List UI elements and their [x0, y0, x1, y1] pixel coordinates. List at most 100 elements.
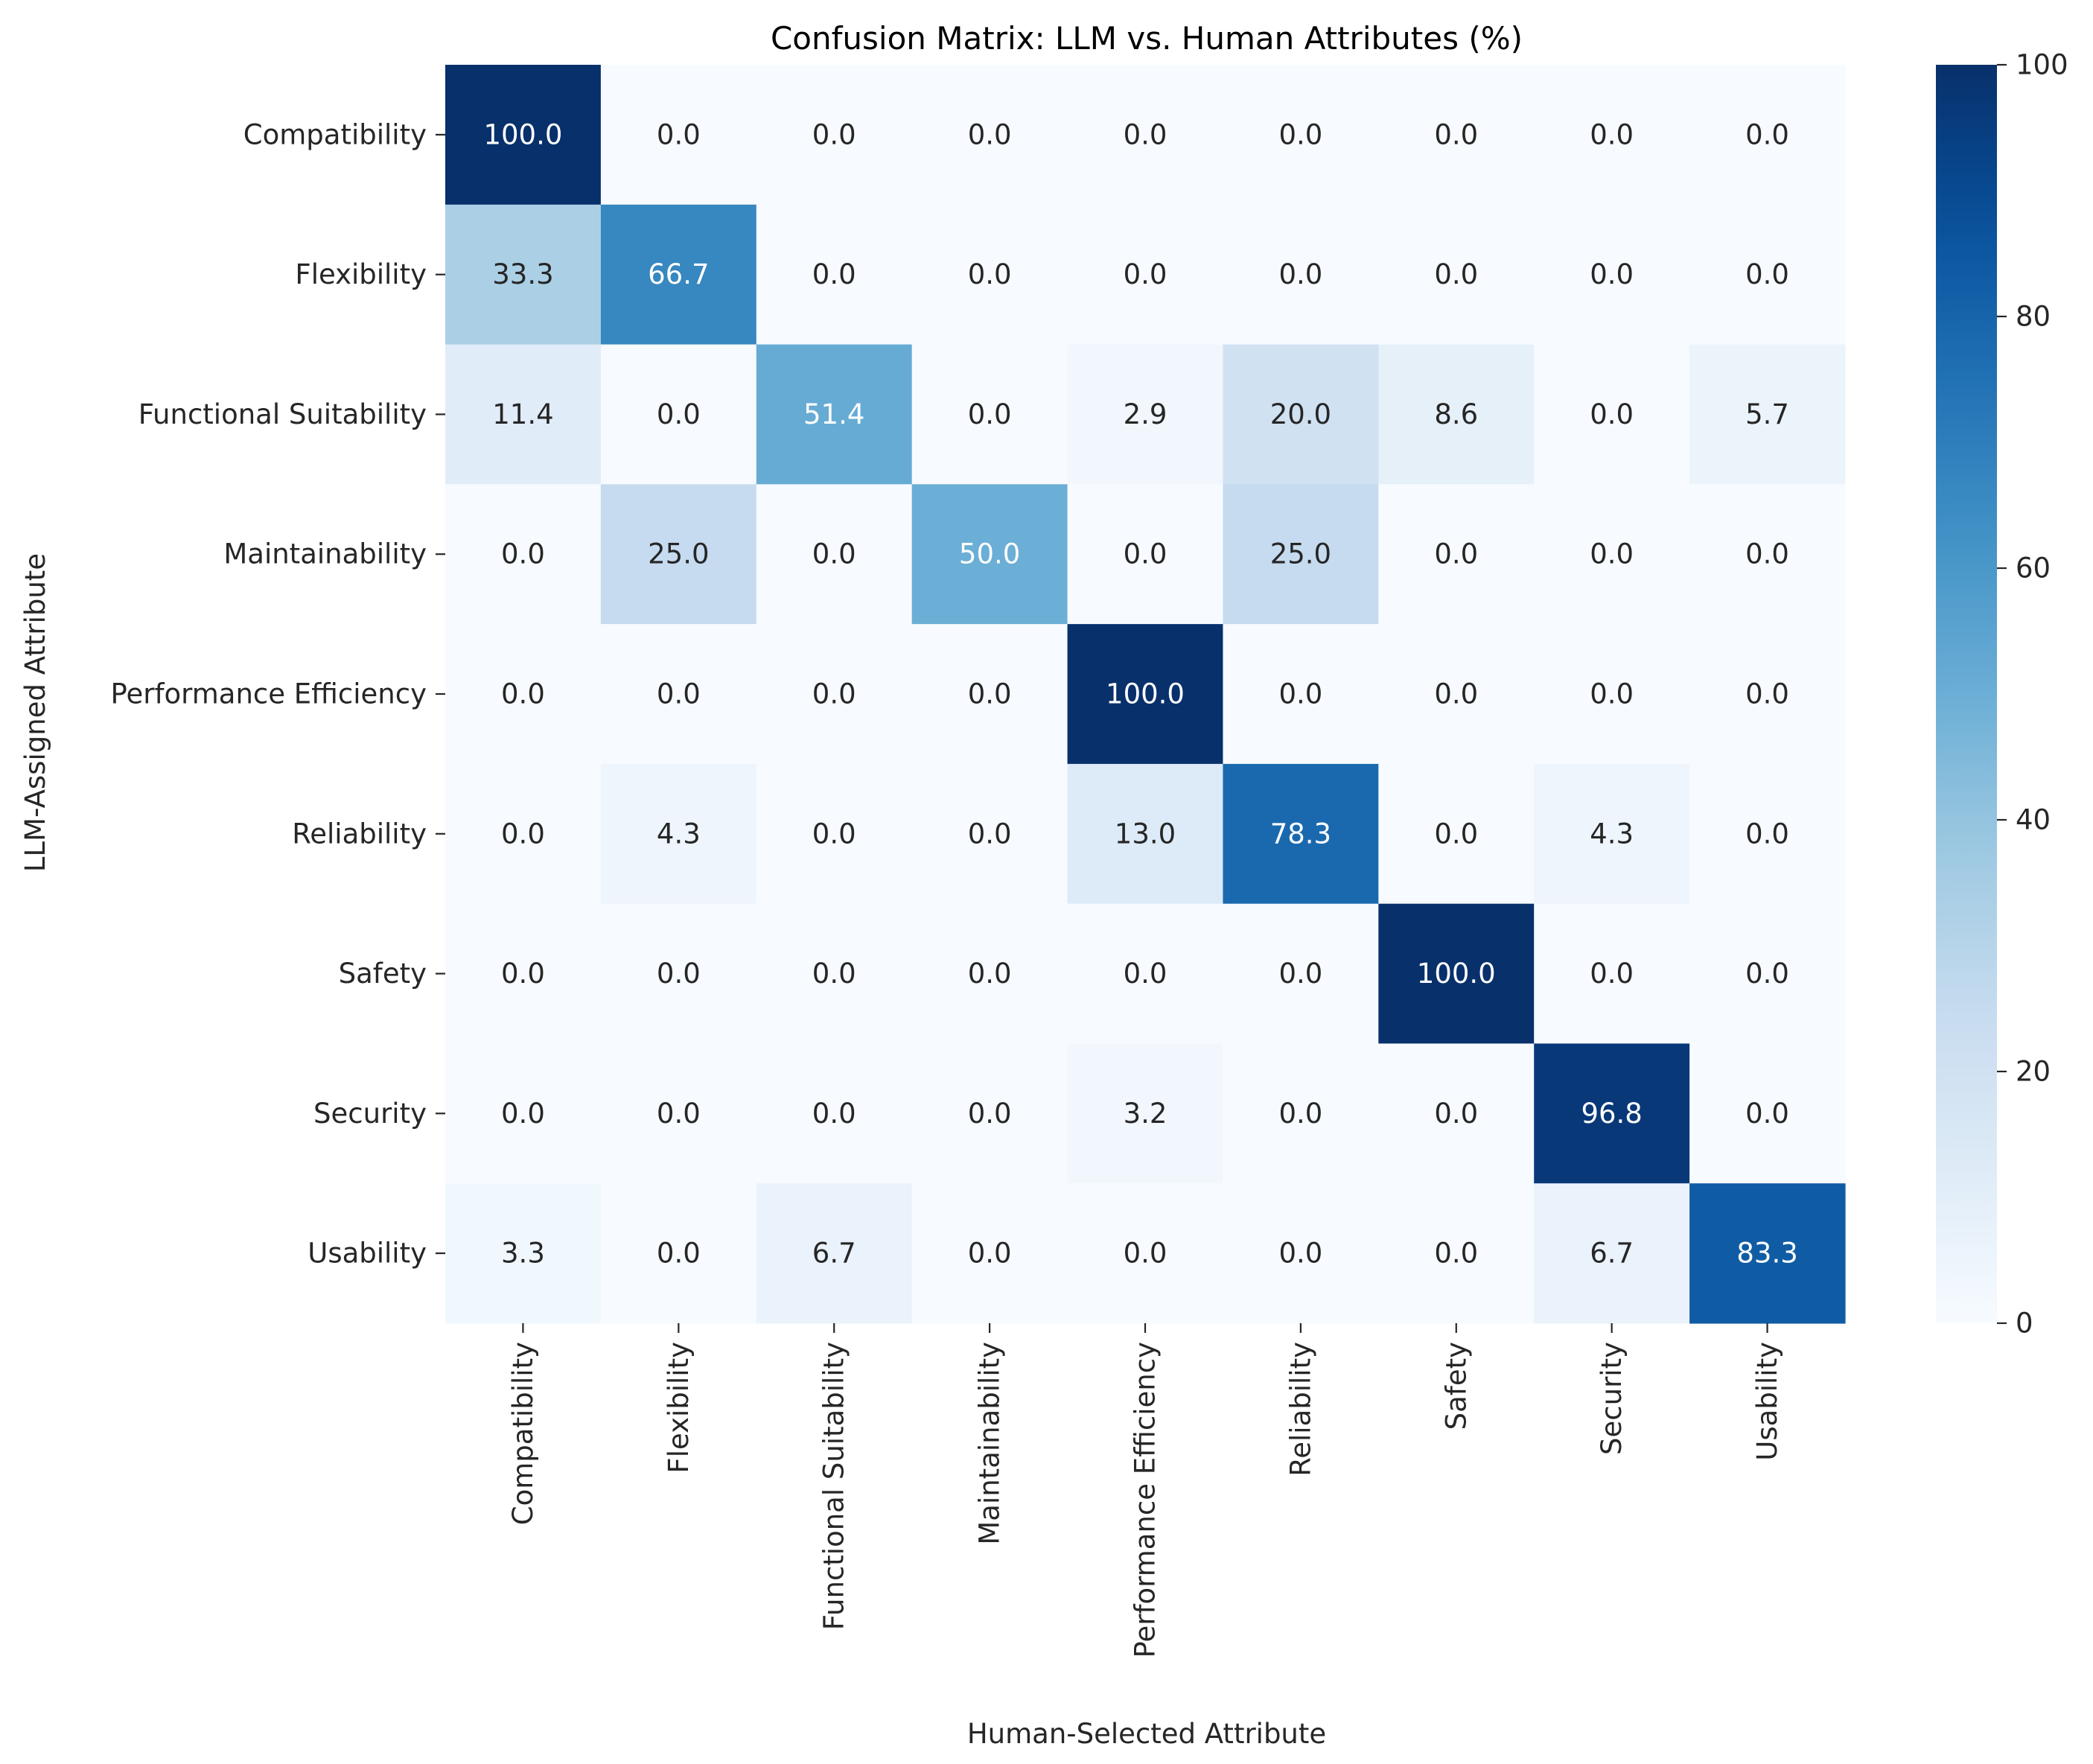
- heatmap-cell-functional-suitability-maintainability: [911, 344, 1068, 485]
- cell-value-label: 0.0: [1434, 258, 1478, 290]
- cell-value-label: 0.0: [1278, 1098, 1322, 1130]
- y-axis: Compatibility Flexibility Functional Suita…: [111, 118, 445, 1270]
- heatmap-cell-maintainability-maintainability: [911, 484, 1068, 625]
- cell-value-label: 0.0: [1590, 118, 1634, 150]
- heatmap-cell-safety-performance-efficiency: [1067, 903, 1224, 1045]
- heatmap-cell-performance-efficiency-reliability: [1223, 624, 1379, 765]
- cell-value-label: 0.0: [657, 1238, 701, 1270]
- cell-value-label: 6.7: [812, 1238, 856, 1270]
- cell-value-label: 0.0: [968, 818, 1012, 850]
- cell-value-label: 0.0: [1745, 958, 1789, 990]
- cell-value-label: 0.0: [1124, 538, 1167, 570]
- heatmap-cell-functional-suitability-compatibility: [445, 344, 602, 485]
- colorbar-tick-label: 40: [2016, 804, 2051, 836]
- heatmap-cell-usability-performance-efficiency: [1067, 1183, 1224, 1324]
- y-tick-label-performance-efficiency: Performance Efficiency: [111, 678, 427, 710]
- cell-value-label: 0.0: [812, 538, 856, 570]
- cell-value-label: 25.0: [1270, 538, 1331, 570]
- cell-value-label: 33.3: [492, 258, 553, 290]
- heatmap-cell-security-flexibility: [600, 1043, 757, 1184]
- cell-value-label: 0.0: [1278, 118, 1322, 150]
- heatmap-cell-performance-efficiency-maintainability: [911, 624, 1068, 765]
- y-tick-label-safety: Safety: [339, 958, 427, 990]
- heatmap-cell-flexibility-reliability: [1223, 204, 1379, 346]
- cell-value-label: 0.0: [812, 958, 856, 990]
- heatmap-cell-security-maintainability: [911, 1043, 1068, 1184]
- heatmap-cell-maintainability-flexibility: [600, 484, 757, 625]
- heatmap-cell-usability-maintainability: [911, 1183, 1068, 1324]
- heatmap-cell-usability-flexibility: [600, 1183, 757, 1324]
- heatmap-cell-safety-compatibility: [445, 903, 602, 1045]
- cell-value-label: 0.0: [657, 678, 701, 710]
- x-tick-label-functional-suitability: Functional Suitability: [818, 1342, 850, 1630]
- cell-value-label: 0.0: [501, 818, 545, 850]
- heatmap-cell-compatibility-maintainability: [911, 65, 1068, 206]
- cell-value-label: 0.0: [501, 538, 545, 570]
- cell-value-label: 8.6: [1434, 398, 1478, 430]
- cell-value-label: 0.0: [968, 258, 1012, 290]
- y-tick-label-maintainability: Maintainability: [223, 538, 427, 570]
- cell-value-label: 0.0: [1745, 818, 1789, 850]
- cell-value-label: 0.0: [501, 1098, 545, 1130]
- cell-value-label: 0.0: [812, 258, 856, 290]
- y-tick-label-reliability: Reliability: [292, 818, 427, 850]
- x-axis: Compatibility Flexibility Functional Suita…: [507, 1323, 1783, 1658]
- heatmap-cell-flexibility-security: [1534, 204, 1690, 346]
- heatmap-cell-compatibility-reliability: [1223, 65, 1379, 206]
- cell-value-label: 0.0: [968, 678, 1012, 710]
- cell-value-label: 100.0: [1417, 958, 1496, 990]
- colorbar-gradient: [1936, 65, 1997, 1323]
- heatmap-cell-security-reliability: [1223, 1043, 1379, 1184]
- heatmap-cell-compatibility-functional-suitability: [756, 65, 913, 206]
- cell-value-label: 6.7: [1590, 1238, 1634, 1270]
- heatmap-cell-maintainability-functional-suitability: [756, 484, 913, 625]
- cell-value-label: 0.0: [1590, 678, 1634, 710]
- cell-value-label: 0.0: [1124, 258, 1167, 290]
- heatmap-cell-reliability-security: [1534, 763, 1690, 905]
- cell-value-label: 0.0: [968, 118, 1012, 150]
- heatmap-cell-usability-usability: [1689, 1183, 1846, 1324]
- colorbar-tick-label: 20: [2016, 1056, 2051, 1088]
- heatmap-cell-compatibility-security: [1534, 65, 1690, 206]
- cell-value-label: 0.0: [812, 678, 856, 710]
- heatmap-cell-performance-efficiency-usability: [1689, 624, 1846, 765]
- cell-value-label: 0.0: [968, 398, 1012, 430]
- heatmap-cell-security-safety: [1378, 1043, 1535, 1184]
- cell-value-label: 66.7: [648, 258, 709, 290]
- cell-value-label: 50.0: [959, 538, 1020, 570]
- y-axis-title: LLM-Assigned Attribute: [19, 553, 51, 872]
- heatmap-cell-safety-flexibility: [600, 903, 757, 1045]
- heatmap-cell-security-performance-efficiency: [1067, 1043, 1224, 1184]
- heatmap-cell-functional-suitability-reliability: [1223, 344, 1379, 485]
- cell-value-label: 0.0: [657, 398, 701, 430]
- heatmap-cell-safety-safety: [1378, 903, 1535, 1045]
- heatmap-cell-functional-suitability-security: [1534, 344, 1690, 485]
- colorbar-tick-label: 60: [2016, 553, 2051, 585]
- heatmap-cell-performance-efficiency-safety: [1378, 624, 1535, 765]
- cell-value-label: 4.3: [1590, 818, 1634, 850]
- cell-value-label: 0.0: [1590, 258, 1634, 290]
- x-tick-label-usability: Usability: [1751, 1342, 1783, 1461]
- heatmap-cell-security-security: [1534, 1043, 1690, 1184]
- heatmap-cell-reliability-maintainability: [911, 763, 1068, 905]
- cell-value-label: 2.9: [1124, 398, 1167, 430]
- x-tick-label-flexibility: Flexibility: [663, 1342, 695, 1474]
- heatmap-cell-security-usability: [1689, 1043, 1846, 1184]
- x-tick-label-security: Security: [1596, 1342, 1628, 1455]
- cell-value-label: 0.0: [1434, 538, 1478, 570]
- y-tick-label-functional-suitability: Functional Suitability: [138, 398, 427, 430]
- heatmap-cell-flexibility-maintainability: [911, 204, 1068, 346]
- cell-value-label: 0.0: [1278, 258, 1322, 290]
- x-axis-title: Human-Selected Attribute: [967, 1718, 1326, 1750]
- heatmap-cell-compatibility-performance-efficiency: [1067, 65, 1224, 206]
- y-tick-label-compatibility: Compatibility: [243, 118, 427, 150]
- heatmap-cell-performance-efficiency-flexibility: [600, 624, 757, 765]
- cell-value-label: 0.0: [657, 958, 701, 990]
- cell-value-label: 5.7: [1745, 398, 1789, 430]
- heatmap-cell-compatibility-usability: [1689, 65, 1846, 206]
- cell-value-label: 0.0: [1278, 1238, 1322, 1270]
- chart-title: Confusion Matrix: LLM vs. Human Attribut…: [771, 20, 1523, 57]
- heatmap-cell-compatibility-compatibility: [445, 65, 602, 206]
- cell-value-label: 0.0: [1745, 538, 1789, 570]
